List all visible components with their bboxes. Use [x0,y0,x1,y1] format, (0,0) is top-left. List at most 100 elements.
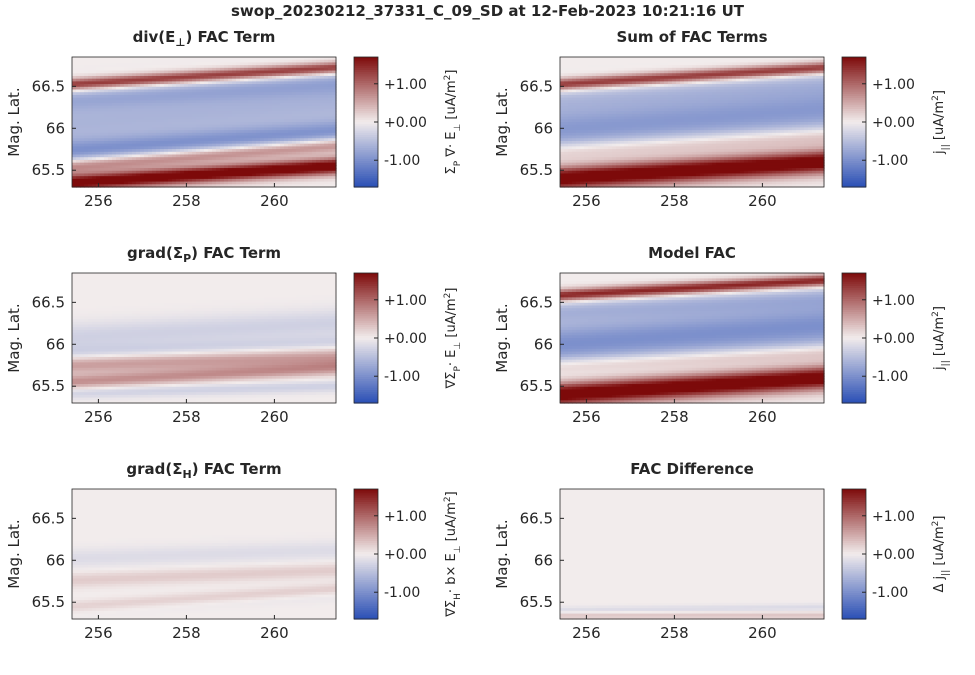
heatmap-cell [564,135,569,139]
heatmap-cell [272,124,277,129]
heatmap-cell [624,62,629,66]
heatmap-cell [100,94,105,99]
heatmap-cell [652,86,657,91]
heatmap-cell [636,86,641,91]
heatmap-cell [628,162,633,166]
heatmap-cell [332,122,337,126]
heatmap-cell [580,67,585,72]
heatmap-cell [224,105,229,110]
heatmap-cell [92,59,97,64]
heatmap-cell [692,173,697,177]
heatmap-cell [280,127,285,131]
heatmap-cell [576,178,581,183]
heatmap-cell [312,78,317,82]
colorbar-segment [354,61,378,65]
heatmap-cell [688,89,693,93]
heatmap-cell [668,151,673,156]
heatmap-cell [224,127,229,131]
heatmap-cell [656,119,661,123]
heatmap-cell [584,149,589,153]
heatmap-cell [560,168,565,172]
heatmap-cell [128,78,133,82]
heatmap-cell [328,135,333,139]
heatmap-cell [136,124,141,129]
heatmap-cell [180,75,185,80]
heatmap-cell [104,75,109,80]
heatmap-cell [628,122,633,126]
heatmap-cell [148,57,153,61]
heatmap-cell [188,140,193,145]
heatmap-cell [328,178,333,183]
heatmap-cell [212,130,217,134]
heatmap-cell [324,70,329,74]
heatmap-cell [644,159,649,164]
heatmap-cell [656,146,661,150]
heatmap-cell [220,105,225,110]
heatmap-cell [680,86,685,91]
heatmap-cell [312,122,317,126]
heatmap-cell [280,116,285,120]
heatmap-cell [668,89,673,93]
heatmap-cell [588,97,593,101]
heatmap-cell [116,113,121,118]
heatmap-cell [640,176,645,180]
heatmap-cell [568,92,573,96]
heatmap-cell [572,94,577,99]
heatmap-cell [604,154,609,158]
heatmap-cell [644,130,649,134]
heatmap-cell [204,108,209,112]
heatmap-cell [76,78,81,82]
heatmap-cell [248,78,253,82]
heatmap-cell [276,170,281,175]
heatmap-cell [88,176,93,180]
heatmap-cell [664,149,669,153]
heatmap-cell [316,122,321,126]
heatmap-cell [592,94,597,99]
heatmap-cell [700,154,705,158]
heatmap-cell [700,108,705,112]
heatmap-cell [584,73,589,77]
heatmap-cell [296,111,301,115]
y-tick-label: 65.5 [32,161,65,179]
heatmap-cell [228,100,233,104]
heatmap-cell [188,146,193,150]
heatmap-cell [600,135,605,139]
heatmap-cell [164,170,169,175]
heatmap-cell [272,94,277,99]
heatmap-cell [600,159,605,164]
heatmap-cell [692,130,697,134]
heatmap-cell [564,78,569,82]
heatmap-cell [272,173,277,177]
heatmap-cell [676,89,681,93]
heatmap-cell [112,75,117,80]
heatmap-cell [660,100,665,104]
heatmap-cell [660,159,665,164]
heatmap-cell [676,157,681,161]
heatmap-cell [192,57,197,61]
heatmap-cell [252,130,257,134]
heatmap-cell [304,70,309,74]
heatmap-cell [660,154,665,158]
heatmap-cell [576,89,581,93]
heatmap-cell [268,157,273,161]
heatmap-cell [588,103,593,107]
heatmap-cell [184,84,189,88]
colorbar-segment [354,161,378,164]
heatmap-cell [184,149,189,153]
heatmap-cell [232,122,237,126]
heatmap-cell [252,70,257,74]
heatmap-cell [664,65,669,69]
heatmap-cell [120,159,125,164]
heatmap-cell [668,73,673,77]
heatmap-cell [580,103,585,107]
heatmap-cell [280,59,285,64]
heatmap-cell [88,86,93,91]
heatmap-cell [72,170,77,175]
heatmap-cell [592,57,597,61]
heatmap-cell [624,86,629,91]
heatmap-cell [152,149,157,153]
heatmap-cell [608,108,613,112]
heatmap-cell [572,143,577,147]
heatmap-cell [572,181,577,185]
heatmap-cell [304,92,309,96]
